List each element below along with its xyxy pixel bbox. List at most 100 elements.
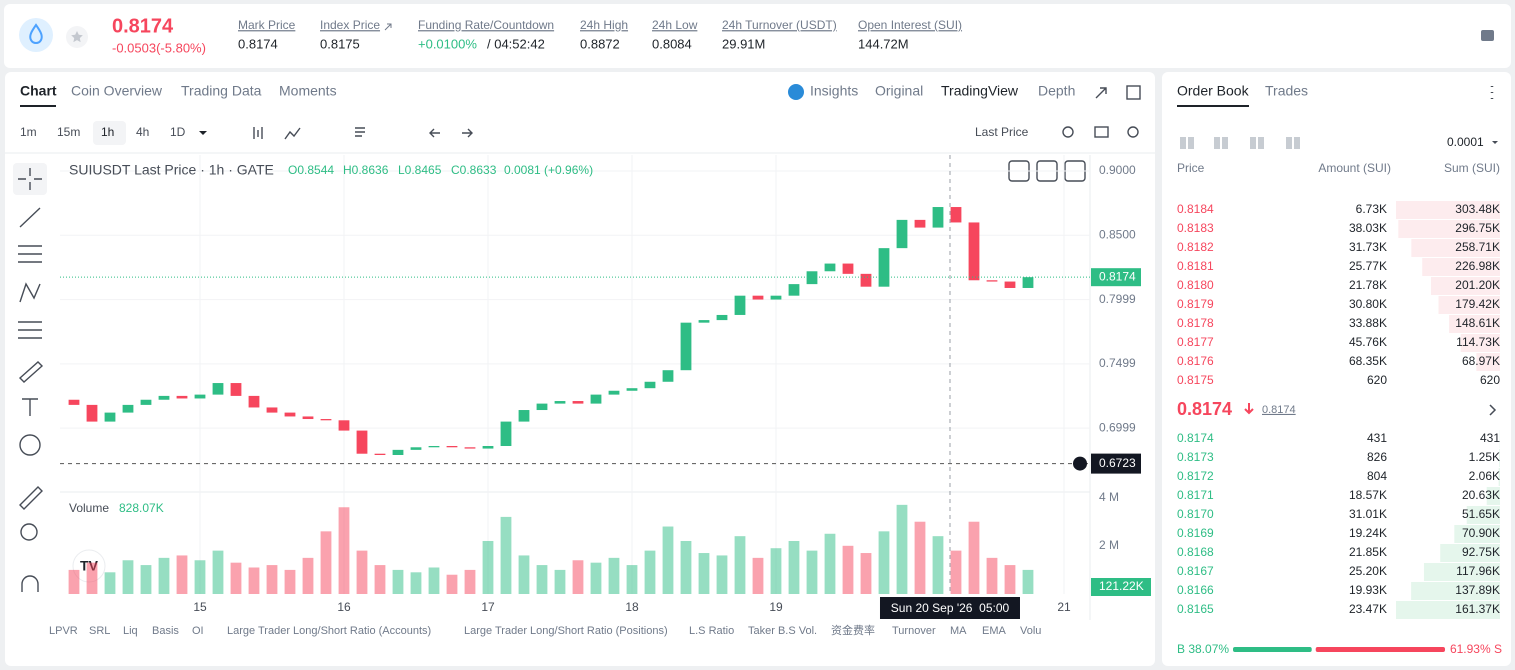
volume-last-label: 121.22K	[1099, 579, 1144, 593]
candle-body	[896, 219, 908, 249]
pattern-tool[interactable]	[19, 282, 41, 303]
interval[interactable]: 15m	[57, 125, 80, 139]
tab[interactable]: Coin Overview	[71, 83, 163, 99]
candle-body	[968, 222, 980, 281]
indicator[interactable]: Taker B.S Vol.	[748, 625, 817, 637]
text-tool[interactable]	[22, 398, 38, 416]
x-tick-label: 17	[481, 600, 495, 614]
view-tab[interactable]: Depth	[1038, 83, 1075, 99]
candle-body	[176, 395, 188, 399]
brush-tool[interactable]	[18, 361, 44, 383]
precision[interactable]: 0.0001	[1447, 135, 1484, 149]
indicator[interactable]: 资金费率	[831, 623, 875, 637]
volume-bar	[626, 565, 638, 594]
toolbar-icons[interactable]	[253, 127, 365, 140]
ohlc: 0.0081 (+0.96%)	[504, 163, 593, 177]
volume-bar	[860, 553, 872, 594]
interval[interactable]: 1m	[20, 125, 37, 139]
indicator[interactable]: Large Trader Long/Short Ratio (Positions…	[464, 625, 668, 637]
depth-bar	[1423, 563, 1500, 581]
depth-bar	[1411, 582, 1500, 600]
precision-arrow	[1492, 141, 1498, 144]
indicator[interactable]: Basis	[152, 625, 179, 637]
book-price: 0.8180	[1177, 278, 1214, 292]
crosshair-y-label: 0.6723	[1099, 456, 1136, 470]
view-tab[interactable]: Insights	[810, 83, 858, 99]
price-source[interactable]: Last Price	[975, 125, 1029, 139]
volume-bar	[194, 560, 206, 594]
depth-bar	[1411, 239, 1500, 257]
menu-icon[interactable]	[1481, 30, 1494, 41]
search[interactable]	[1062, 126, 1074, 138]
stat-value: 0.8175	[320, 36, 360, 51]
book-price: 0.8175	[1177, 373, 1214, 387]
tab[interactable]: Moments	[279, 83, 337, 99]
fullscreen[interactable]	[1095, 87, 1107, 99]
indicator[interactable]: SRL	[89, 625, 110, 637]
book-layout[interactable]	[1180, 137, 1300, 149]
view-tab[interactable]: Original	[875, 83, 923, 99]
undo-redo[interactable]	[429, 128, 473, 138]
book-amount: 21.78K	[1349, 278, 1387, 292]
magnet-tool[interactable]	[21, 575, 39, 592]
depth-bar	[1476, 353, 1500, 371]
y-tick-label: 0.9000	[1099, 163, 1136, 177]
crosshair-tool[interactable]	[18, 168, 42, 190]
ruler-tool[interactable]	[19, 486, 43, 510]
indicator[interactable]: L.S Ratio	[689, 625, 734, 637]
volume-bar	[302, 557, 314, 594]
volume-bar	[104, 572, 116, 594]
candle-body	[626, 388, 638, 391]
candle-body	[662, 370, 674, 382]
volume-bar	[842, 545, 854, 594]
candle-body	[230, 383, 242, 396]
interval[interactable]: 1h	[101, 125, 114, 139]
indicator[interactable]: MA	[950, 625, 967, 637]
volume-bar	[914, 521, 926, 594]
book-amount: 804	[1367, 469, 1387, 483]
candle-body	[518, 410, 530, 422]
x-tick-label: 19	[769, 600, 783, 614]
book-amount: 31.01K	[1349, 507, 1387, 521]
indicator[interactable]: Liq	[123, 625, 138, 637]
camera[interactable]	[1094, 126, 1109, 138]
window[interactable]	[1126, 85, 1141, 100]
tab[interactable]: Chart	[20, 83, 57, 99]
fib-tool[interactable]	[18, 245, 42, 263]
tab-underline	[20, 105, 56, 107]
volume-bar	[266, 565, 278, 594]
tab[interactable]: Trading Data	[181, 83, 262, 99]
volume-bar	[392, 569, 404, 594]
volume-bar	[950, 550, 962, 594]
interval[interactable]: 1D	[170, 125, 186, 139]
crosshair-y-tag	[1091, 453, 1141, 474]
indicator[interactable]: Turnover	[892, 625, 936, 637]
volume-bar	[644, 550, 656, 594]
indicator[interactable]: OI	[192, 625, 204, 637]
indicator[interactable]: Volu	[1020, 625, 1041, 637]
depth-bar	[1396, 601, 1500, 619]
volume-bar	[788, 540, 800, 594]
indicator[interactable]: LPVR	[49, 625, 78, 637]
indicator[interactable]: EMA	[982, 625, 1007, 637]
interval[interactable]: 4h	[136, 125, 149, 139]
price: 0.8174	[112, 15, 174, 37]
mid-chevron[interactable]	[1489, 404, 1497, 416]
view-tab[interactable]: TradingView	[941, 83, 1019, 99]
line-tool[interactable]	[19, 207, 41, 228]
settings[interactable]	[1127, 126, 1139, 138]
candle-body	[284, 412, 296, 417]
add-alert[interactable]	[1073, 456, 1087, 471]
candle-body	[716, 314, 728, 321]
candle-body	[212, 383, 224, 395]
indicator[interactable]: Large Trader Long/Short Ratio (Accounts)	[227, 625, 431, 637]
book-sum: 68.97K	[1462, 354, 1500, 368]
book-tab[interactable]: Order Book	[1177, 83, 1250, 99]
book-tab[interactable]: Trades	[1265, 83, 1308, 99]
zoom-tool[interactable]	[20, 523, 38, 541]
candle-body	[770, 295, 782, 300]
emoji-tool[interactable]	[19, 434, 41, 456]
book-price: 0.8184	[1177, 202, 1214, 216]
projection-tool[interactable]	[18, 321, 42, 339]
book-sum: 92.75K	[1462, 545, 1500, 559]
